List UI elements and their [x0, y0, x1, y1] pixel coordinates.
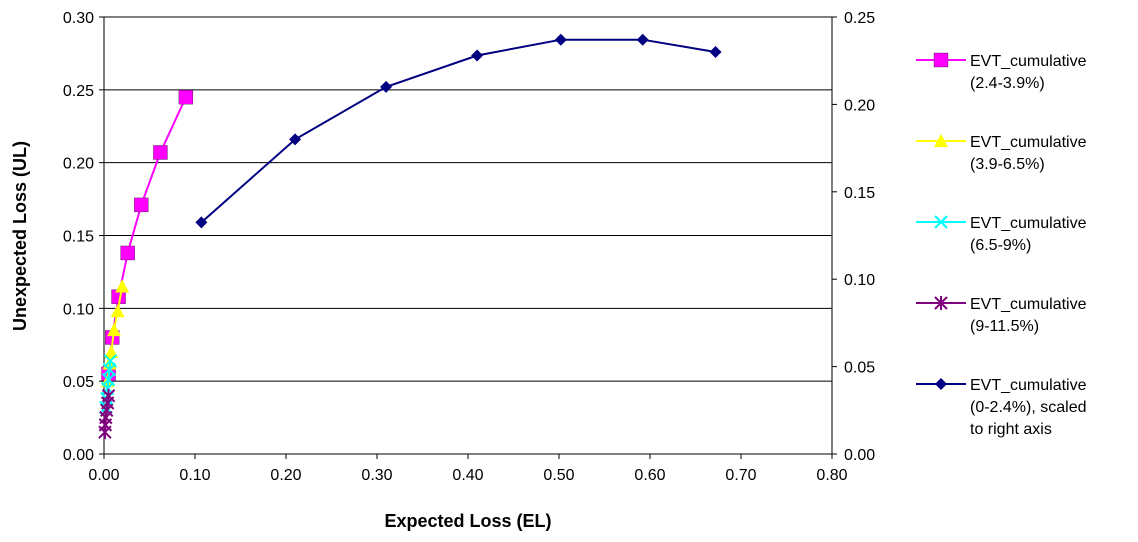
- x-tick-label: 0.70: [725, 467, 756, 484]
- legend-label: (2.4-3.9%): [970, 75, 1045, 92]
- series: [98, 33, 722, 440]
- legend-marker: [933, 52, 949, 68]
- x-tick-label: 0.50: [543, 467, 574, 484]
- legend-marker: [934, 215, 948, 229]
- series-4: [195, 33, 722, 229]
- x-tick-label: 0.40: [452, 467, 483, 484]
- y-left-tick-label: 0.10: [63, 301, 94, 318]
- legend-entry-0[interactable]: EVT_cumulative (2.4-3.9%): [916, 52, 1087, 92]
- legend-entry-4[interactable]: EVT_cumulative (0-2.4%), scaled to right a…: [916, 377, 1087, 438]
- x-tick-label: 0.30: [361, 467, 392, 484]
- y-right-tick-label: 0.00: [844, 447, 875, 464]
- legend-label: EVT_cumulative: [970, 134, 1087, 151]
- data-point: [380, 80, 393, 93]
- data-point: [471, 49, 484, 62]
- data-point: [554, 33, 567, 46]
- axes: 0.00 0.05 0.10 0.15 0.20 0.25 0.30 0.00 0.05 0.10…: [63, 10, 875, 484]
- data-point: [195, 216, 208, 229]
- y-right-tick-label: 0.25: [844, 10, 875, 27]
- data-point: [636, 33, 649, 46]
- legend-marker: [934, 296, 948, 310]
- legend-entry-3[interactable]: EVT_cumulative (9-11.5%): [916, 296, 1087, 335]
- data-point: [120, 245, 135, 261]
- legend-entry-2[interactable]: EVT_cumulative (6.5-9%): [916, 215, 1087, 254]
- legend-label: (9-11.5%): [970, 318, 1039, 335]
- data-point: [103, 354, 118, 368]
- y-left-tick-label: 0.05: [63, 374, 94, 391]
- data-point: [104, 345, 119, 359]
- legend[interactable]: EVT_cumulative (2.4-3.9%) EVT_cumulative (3…: [916, 52, 1087, 438]
- series-3: [98, 388, 116, 440]
- data-point: [115, 279, 130, 293]
- y-left-tick-label: 0.00: [63, 447, 94, 464]
- gridlines: [104, 89, 832, 382]
- data-point: [709, 45, 722, 58]
- legend-marker: [935, 378, 947, 390]
- legend-label: (6.5-9%): [970, 237, 1031, 254]
- x-tick-label: 0.20: [270, 467, 301, 484]
- legend-entry-1[interactable]: EVT_cumulative (3.9-6.5%): [916, 134, 1087, 173]
- x-tick-label: 0.00: [88, 467, 119, 484]
- series-line: [200, 38, 716, 224]
- y-left-tick-label: 0.25: [63, 83, 94, 100]
- data-point: [289, 133, 302, 146]
- legend-label: (3.9-6.5%): [970, 156, 1045, 173]
- legend-label: EVT_cumulative: [970, 215, 1087, 232]
- legend-label: EVT_cumulative: [970, 377, 1087, 394]
- y-right-tick-label: 0.10: [844, 272, 875, 289]
- legend-label: EVT_cumulative: [970, 296, 1087, 313]
- y-left-tick-label: 0.15: [63, 229, 94, 246]
- data-point: [153, 145, 168, 160]
- y-right-tick-label: 0.20: [844, 97, 875, 114]
- y-left-tick-label: 0.20: [63, 156, 94, 173]
- x-tick-label: 0.10: [179, 467, 210, 484]
- y-left-tick-label: 0.30: [63, 10, 94, 27]
- legend-marker: [934, 134, 948, 147]
- legend-label: EVT_cumulative: [970, 53, 1087, 70]
- series-2: [99, 354, 118, 415]
- data-point: [110, 304, 125, 318]
- data-point: [134, 197, 149, 213]
- legend-label: to right axis: [970, 421, 1052, 438]
- x-tick-label: 0.80: [816, 467, 847, 484]
- y-right-tick-label: 0.15: [844, 185, 875, 202]
- y-axis-title: Unexpected Loss (UL): [10, 141, 30, 331]
- data-point: [107, 323, 122, 337]
- x-axis-title: Expected Loss (EL): [384, 511, 551, 531]
- data-point: [178, 89, 194, 105]
- legend-label: (0-2.4%), scaled: [970, 399, 1087, 416]
- data-point: [101, 388, 116, 403]
- x-tick-label: 0.60: [634, 467, 665, 484]
- y-right-tick-label: 0.05: [844, 360, 875, 377]
